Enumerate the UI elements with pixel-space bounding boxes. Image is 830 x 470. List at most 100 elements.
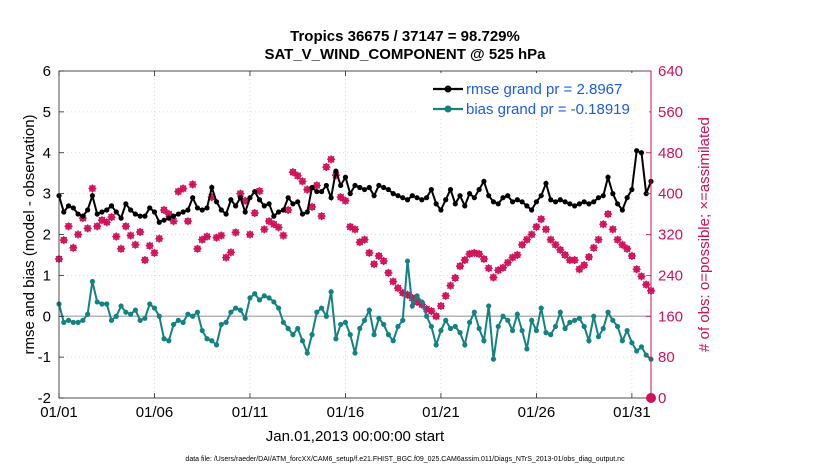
bias-point (514, 311, 520, 317)
y-tick-label-right: 480 (658, 145, 683, 162)
rmse-point (280, 207, 286, 213)
obs-assimilated-point (565, 256, 574, 265)
rmse-point (443, 197, 449, 203)
obs-assimilated-point (317, 212, 326, 221)
bias-point (113, 313, 119, 319)
bias-point (271, 299, 277, 305)
obs-assimilated-point (427, 307, 436, 316)
bias-point (132, 307, 138, 313)
bias-point (175, 317, 181, 323)
bias-point (438, 327, 444, 334)
rmse-point (543, 180, 549, 187)
bias-point (533, 327, 540, 334)
rmse-point (557, 197, 563, 203)
rmse-point (104, 207, 110, 213)
bias-point (128, 311, 134, 317)
rmse-point (576, 201, 582, 207)
bias-point (524, 346, 530, 352)
bias-point (256, 297, 263, 303)
bias-point (213, 342, 220, 348)
obs-assimilated-point (561, 250, 570, 259)
rmse-point (147, 205, 153, 211)
bias-point (247, 295, 253, 301)
rmse-point (185, 207, 191, 213)
y-tick-label-right: 160 (658, 308, 683, 325)
rmse-point (290, 201, 296, 207)
y-tick-label-left: 0 (43, 308, 51, 325)
obs-assimilated-point (193, 244, 202, 253)
rmse-point (376, 182, 382, 189)
rmse-point (505, 193, 511, 199)
bias-point (123, 309, 129, 315)
y-tick-label-right: 240 (658, 267, 683, 284)
y-tick-label-left: -1 (38, 349, 51, 366)
bias-point (538, 305, 544, 311)
rmse-point (595, 195, 602, 201)
rmse-point (318, 188, 325, 195)
bias-point (65, 317, 72, 323)
rmse-point (213, 199, 220, 205)
obs-assimilated-point (93, 222, 102, 231)
obs-assimilated-point (584, 252, 593, 261)
chart-title-line2: SAT_V_WIND_COMPONENT @ 525 hPa (264, 46, 546, 63)
obs-assimilated-point (613, 235, 622, 244)
obs-assimilated-point (136, 227, 145, 236)
bias-point (242, 315, 248, 321)
rmse-point (610, 191, 616, 197)
x-tick-label: 01/31 (613, 404, 651, 421)
obs-assimilated-point (241, 196, 250, 205)
rmse-point (113, 209, 119, 215)
bias-point (137, 317, 143, 323)
rmse-point (199, 207, 205, 213)
obs-assimilated-point (255, 187, 264, 196)
rmse-point (614, 201, 621, 207)
obs-assimilated-point (131, 240, 140, 249)
rmse-point (409, 193, 415, 199)
obs-assimilated-point (164, 210, 173, 219)
legend-rmse-label: rmse grand pr = 2.8967 (466, 81, 622, 98)
obs-assimilated-point (102, 218, 111, 227)
bias-point (543, 330, 549, 336)
bias-point (180, 319, 186, 325)
obs-assimilated-point (250, 209, 259, 218)
x-tick-label: 01/01 (40, 404, 78, 421)
obs-assimilated-point (441, 291, 450, 300)
rmse-point (361, 186, 368, 193)
bias-point (151, 305, 158, 311)
rmse-point (123, 201, 129, 207)
obs-assimilated-point (336, 193, 345, 202)
bias-point (371, 332, 377, 338)
rmse-point (180, 209, 186, 215)
y-tick-label-left: 3 (43, 186, 51, 203)
obs-assimilated-point (59, 236, 68, 245)
bias-point (147, 301, 153, 307)
bias-point (466, 319, 473, 325)
bias-point (409, 303, 415, 309)
bias-point (595, 334, 602, 340)
bias-point (228, 309, 234, 315)
rmse-point (471, 195, 477, 201)
rmse-point (223, 211, 229, 217)
bias-point (462, 342, 468, 348)
y-tick-label-left: -2 (38, 390, 51, 407)
bias-point (347, 332, 353, 338)
bias-point (572, 317, 578, 323)
rmse-point (242, 209, 248, 215)
bias-point (428, 323, 434, 330)
rmse-point (424, 195, 430, 201)
rmse-point (85, 207, 91, 213)
rmse-point (600, 193, 606, 199)
obs-assimilated-point (269, 220, 278, 229)
bias-point (476, 325, 482, 332)
rmse-point (75, 211, 81, 217)
bias-point (338, 321, 344, 328)
rmse-point (624, 195, 630, 201)
obs-assimilated-point (618, 240, 627, 249)
y-tick-label-left: 1 (43, 267, 51, 284)
rmse-point (366, 184, 372, 191)
bias-point (452, 323, 458, 330)
bias-point (328, 289, 334, 295)
rmse-point (433, 201, 439, 207)
obs-assimilated-point (303, 185, 312, 194)
